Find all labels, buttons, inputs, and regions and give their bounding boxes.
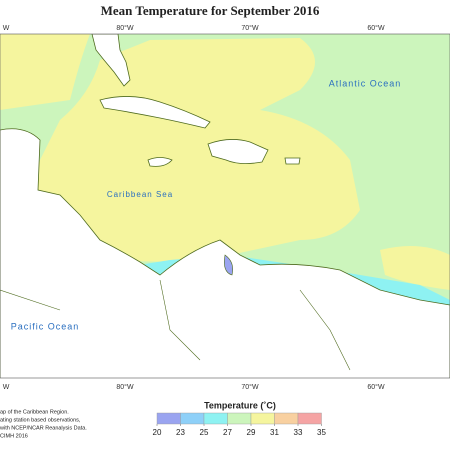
ocean-label: Pacific Ocean — [11, 321, 80, 331]
legend-tick-label: 33 — [294, 428, 303, 437]
ocean-label: Atlantic Ocean — [329, 78, 402, 88]
lon-label: W — [3, 384, 10, 391]
ocean-label: Caribbean Sea — [107, 190, 173, 199]
hispaniola — [207, 139, 269, 164]
lon-label: 60°W — [367, 24, 385, 32]
map-frame — [0, 33, 450, 379]
footnote-line: with NCEP/NCAR Reanalysis Data. — [0, 425, 87, 431]
legend-tick-label: 25 — [200, 428, 209, 437]
legend-tick-label: 35 — [317, 428, 326, 437]
legend-swatch — [297, 412, 322, 425]
lon-bottom: W 80°W 70°W 60°W — [3, 383, 385, 391]
lon-label: 60°W — [367, 383, 385, 391]
lake-maracaibo — [224, 254, 233, 276]
lon-label: 80°W — [116, 383, 134, 391]
legend-tick-label: 27 — [223, 428, 232, 437]
footnote: ap of the Caribbean Region. ating station… — [0, 409, 87, 439]
footnote-line: CIMH 2016 — [0, 433, 28, 439]
footnote-line: ating station based observations, — [0, 417, 81, 423]
map-title: Mean Temperature for September 2016 — [101, 3, 320, 18]
legend-swatch — [203, 412, 228, 425]
legend-swatch — [180, 412, 205, 425]
lon-label: W — [3, 25, 10, 32]
puerto-rico — [284, 157, 301, 165]
legend-tick-label: 31 — [270, 428, 279, 437]
lon-label: 70°W — [241, 383, 259, 391]
cuba — [99, 96, 211, 129]
legend-tick-label: 20 — [153, 428, 162, 437]
lon-top: W 80°W 70°W 60°W — [3, 24, 385, 32]
legend: Temperature (˚C) 20 23 25 27 29 31 33 35 — [153, 400, 327, 437]
jamaica — [147, 157, 173, 167]
legend-title: Temperature (˚C) — [204, 400, 276, 410]
legend-swatch — [156, 412, 181, 425]
warm-region — [37, 38, 360, 262]
lon-label: 70°W — [241, 24, 259, 32]
warm-region — [0, 34, 90, 110]
mainland — [0, 128, 450, 378]
warm-region — [380, 246, 450, 290]
florida — [91, 34, 131, 87]
footnote-line: ap of the Caribbean Region. — [0, 409, 69, 415]
legend-tick-label: 23 — [176, 428, 185, 437]
legend-swatch — [227, 412, 252, 425]
legend-swatch — [250, 412, 275, 425]
lon-label: 80°W — [116, 24, 134, 32]
legend-tick-label: 29 — [247, 428, 256, 437]
borders — [0, 279, 351, 371]
legend-swatch — [274, 412, 299, 425]
map-area — [0, 33, 450, 379]
